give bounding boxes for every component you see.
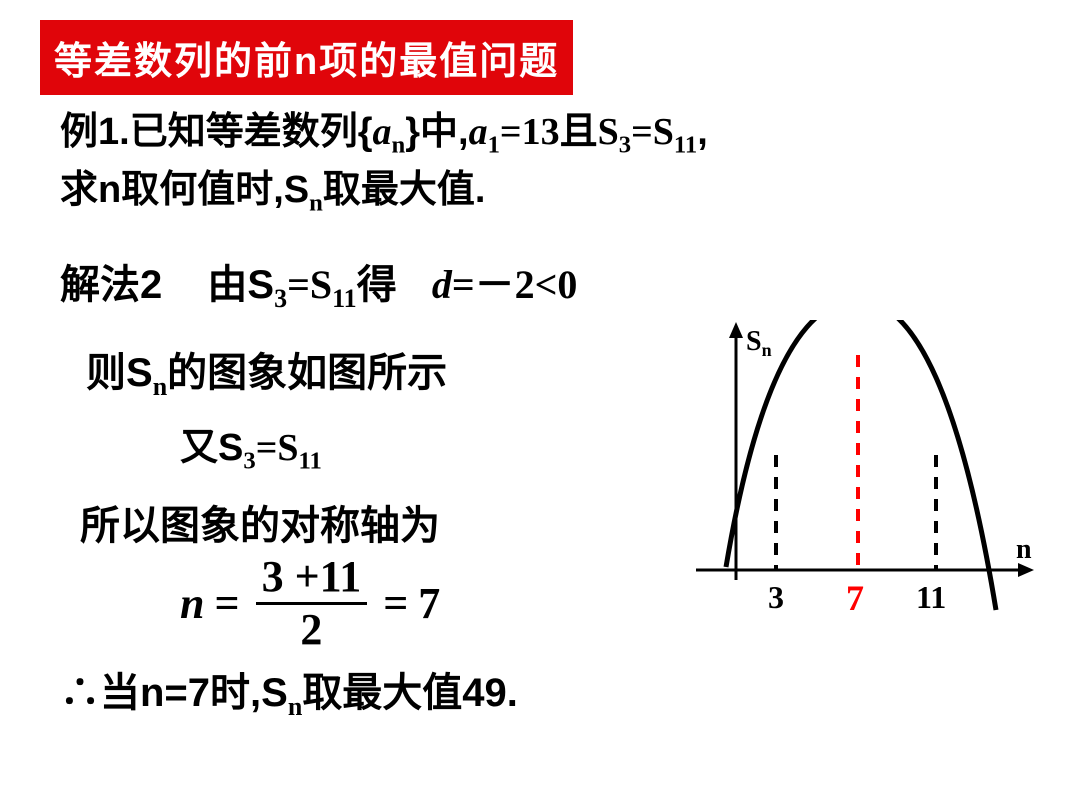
s3s11-3: 3: [243, 447, 255, 474]
frac-eq1: =: [214, 578, 239, 629]
sol2-mid: 由S3=S11得: [207, 252, 396, 314]
graph-text-pre: 则S: [86, 351, 153, 395]
s3s11-mid: =S: [256, 427, 299, 469]
s3s11-pre: 又S: [180, 427, 243, 469]
graph-svg: Sn n 3 7 11: [666, 320, 1048, 660]
sn-n: n: [309, 190, 323, 217]
y-axis-arrow: [729, 322, 743, 338]
sol2-tail: d=－2<0: [432, 252, 578, 310]
graph-text-n: n: [153, 372, 167, 401]
eq13: =13且S: [500, 111, 619, 153]
sol2-mid-post: 得: [357, 263, 397, 307]
sol2-mid-mid: =S: [287, 262, 332, 307]
a1-1: 1: [488, 132, 500, 159]
sol2-tail-rest: =－2<0: [452, 262, 578, 307]
sol2-s3: 3: [274, 284, 287, 313]
conclusion-n: n: [288, 692, 302, 721]
sol2-d: d: [432, 262, 452, 307]
tick-3: 3: [768, 579, 784, 615]
conclusion-post: 取最大值49.: [302, 671, 518, 715]
sn-axis-label: Sn: [746, 326, 772, 360]
tick-7: 7: [846, 578, 864, 618]
tick-11: 11: [916, 579, 946, 615]
a1-a: a: [469, 111, 488, 153]
problem-line2-pre: 求n取何值时,S: [60, 169, 309, 211]
frac-result: 7: [418, 578, 440, 629]
solution-method-2: 解法2 由S3=S11得 d=－2<0: [60, 252, 1040, 314]
conclusion-pre: ∴当n=7时,S: [60, 671, 288, 715]
conclusion: ∴当n=7时,Sn取最大值49.: [60, 660, 1040, 722]
frac-eq2: =: [383, 578, 408, 629]
sol2-mid-pre: 由S: [207, 263, 274, 307]
s11: 11: [674, 132, 697, 159]
frac-num: 3 +11: [256, 555, 368, 599]
comma: ,: [697, 111, 708, 153]
sol2-pre: 解法2: [60, 252, 162, 310]
s3: 3: [619, 132, 631, 159]
frac-den: 2: [294, 608, 328, 652]
n-axis-label: n: [1016, 534, 1032, 565]
problem-line1-pre: 例1.已知等差数列{: [60, 111, 372, 153]
an-n: n: [391, 132, 405, 159]
sol2-s11: 11: [332, 284, 357, 313]
s3s11-11: 11: [299, 447, 322, 474]
x-axis-arrow: [1018, 563, 1034, 577]
eq-s: =S: [631, 111, 674, 153]
problem-line2-post: 取最大值.: [323, 169, 486, 211]
parabola-curve: [726, 320, 996, 610]
an-a: a: [372, 111, 391, 153]
frac-n: n: [180, 578, 204, 629]
problem-statement: 例1.已知等差数列{an}中,a1=13且S3=S11, 求n取何值时,Sn取最…: [60, 105, 1040, 222]
parabola-graph: Sn n 3 7 11: [666, 320, 1048, 660]
fraction: 3 +11 2: [256, 555, 368, 652]
problem-line1-mid: }中,: [405, 111, 468, 153]
graph-text-post: 的图象如图所示: [167, 351, 447, 395]
section-header: 等差数列的前n项的最值问题: [40, 20, 573, 95]
